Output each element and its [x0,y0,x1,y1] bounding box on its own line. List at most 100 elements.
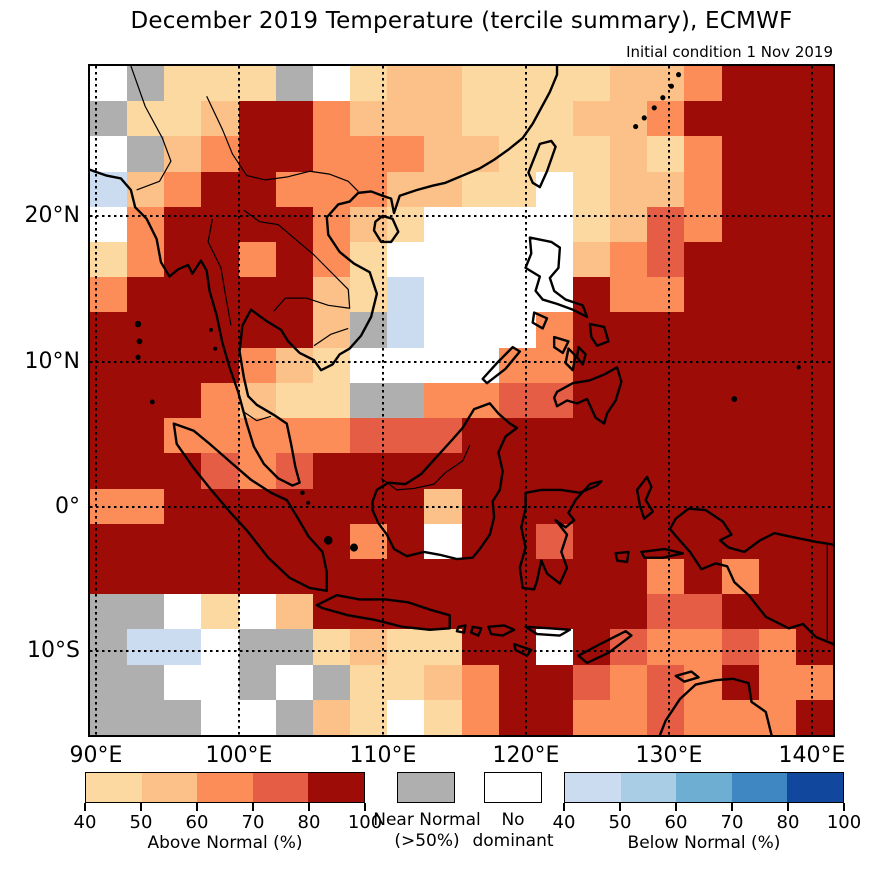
map-grid-cell [610,664,648,700]
map-grid-cell [721,242,759,278]
map-grid-cell [387,136,425,172]
map-grid-cell [647,66,685,102]
colorbar-tick [252,803,254,811]
y-tick-label: 20°N [24,203,80,228]
map-grid-cell [238,594,276,630]
map-grid-cell [238,664,276,700]
map-grid-cell [684,277,722,313]
map-grid-cell [350,523,388,559]
map-grid-cell [572,382,611,419]
map-grid-cell [795,101,833,137]
map-grid-cell [164,418,202,454]
map-grid-cell [275,242,313,278]
colorbar-tick [196,803,198,811]
coast-flores [526,627,570,636]
colorbar-tick-label: 40 [552,812,576,833]
map-grid-cell [387,382,425,419]
map-grid-cell [498,594,536,630]
map-grid-cell [127,523,165,559]
map-grid-cell [795,277,833,313]
map-grid-cell [238,629,276,665]
map-grid-cell [572,242,611,278]
map-grid-cell [424,136,462,172]
map-grid-cell [647,382,685,419]
map-grid-cell [350,558,388,595]
map-grid-cell [461,277,499,313]
map-grid-cell [461,206,499,243]
coast-sulawesi [520,481,602,589]
map-grid-cell [238,558,276,595]
map-grid-cell [424,699,462,735]
map-grid-cell [498,382,536,419]
colorbar-tick [563,803,565,811]
map-grid-cell [684,66,722,102]
map-grid-cell [275,664,313,700]
map-grid-cell [201,66,239,102]
map-grid-cell [275,523,313,559]
border-india-myanmar [131,66,171,190]
map-grid-cell [461,382,499,419]
map-grid-cell [201,523,239,559]
map-grid-cell [461,664,499,700]
map-grid-cell [684,699,722,735]
map-grid-cell [535,594,573,630]
map-grid-cell [610,136,648,172]
border-china-south [207,96,359,191]
colorbar-segment [141,773,198,802]
map-grid-cell [127,347,165,383]
near-normal-label-line2: (>50%) [394,831,460,851]
map-grid-cell [127,594,165,630]
map-grid-cell [201,558,239,595]
map-grid-cell [572,136,611,172]
coast-buru [616,552,629,562]
colorbar-segment [565,773,621,802]
map-grid-cell [312,699,351,735]
map-grid-cell [572,277,611,313]
map-grid-cell [164,699,202,735]
map-grid-cell [758,312,796,348]
coast-lombok [471,627,481,636]
map-grid-cell [535,523,573,559]
map-grid-cell [164,347,202,383]
map-grid-cell [758,171,796,207]
map-grid-cell [387,242,425,278]
below-normal-segments [564,772,844,803]
coast-palawan [483,347,520,383]
map-grid-cell [647,629,685,665]
map-grid-cell [647,242,685,278]
map-grid-cell [535,453,573,489]
map-grid-cell [498,453,536,489]
map-grid-cell [238,312,276,348]
coast-mindoro [533,313,547,329]
map-grid-cell [535,699,573,735]
map-grid-cell [201,594,239,630]
map-grid-cell [387,312,425,348]
coast-taiwan [528,141,555,187]
map-grid-cell [758,101,796,137]
map-grid-cell [164,206,202,243]
map-grid-cell [164,664,202,700]
map-grid-cell [572,206,611,243]
map-grid-cell [312,629,351,665]
map-grid-cell [312,66,351,102]
map-grid-cell [238,101,276,137]
map-grid-cell [461,418,499,454]
colorbar-segment [676,773,732,802]
map-grid-cell [201,453,239,489]
map-grid-cell [684,136,722,172]
coast-seram [641,549,682,558]
map-grid-cell [795,312,833,348]
map-grid-cell [387,347,425,383]
coast-mainland-asia [90,66,557,486]
map-grid-cell [275,594,313,630]
map-grid-cell [572,594,611,630]
map-grid-cell [424,629,462,665]
map-grid-cell [424,594,462,630]
map-grid-cell [127,453,165,489]
map-grid-cell [424,664,462,700]
below-normal-caption: Below Normal (%) [627,833,781,853]
map-grid-cell [238,136,276,172]
map-grid-cell [498,664,536,700]
map-grid-cell [498,66,536,102]
map-grid-cell [572,558,611,595]
